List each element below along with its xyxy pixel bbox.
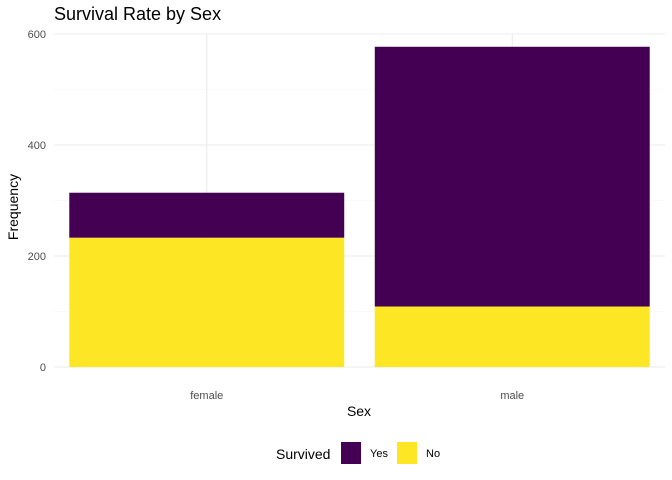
y-axis-ticks: 0 200 400 600 — [28, 29, 46, 374]
bar-female-yes — [69, 192, 345, 238]
bars — [69, 46, 650, 367]
chart-title: Survival Rate by Sex — [54, 4, 221, 24]
y-tick-label: 0 — [40, 362, 46, 374]
bar-female-no — [69, 237, 345, 367]
bar-male-yes — [374, 46, 650, 307]
legend: Survived Yes No — [276, 442, 440, 464]
y-axis-title: Frequency — [5, 174, 21, 240]
x-axis-ticks: female male — [190, 390, 524, 402]
legend-key-no — [397, 442, 417, 464]
y-tick-label: 200 — [28, 251, 46, 263]
legend-label-yes: Yes — [370, 448, 388, 460]
y-tick-label: 600 — [28, 29, 46, 41]
x-tick-label: male — [500, 390, 524, 402]
x-axis-title: Sex — [347, 403, 371, 419]
legend-key-yes — [341, 442, 361, 464]
legend-title: Survived — [276, 446, 330, 462]
legend-label-no: No — [426, 448, 440, 460]
x-tick-label: female — [190, 390, 223, 402]
bar-male-no — [374, 306, 650, 367]
y-tick-label: 400 — [28, 140, 46, 152]
